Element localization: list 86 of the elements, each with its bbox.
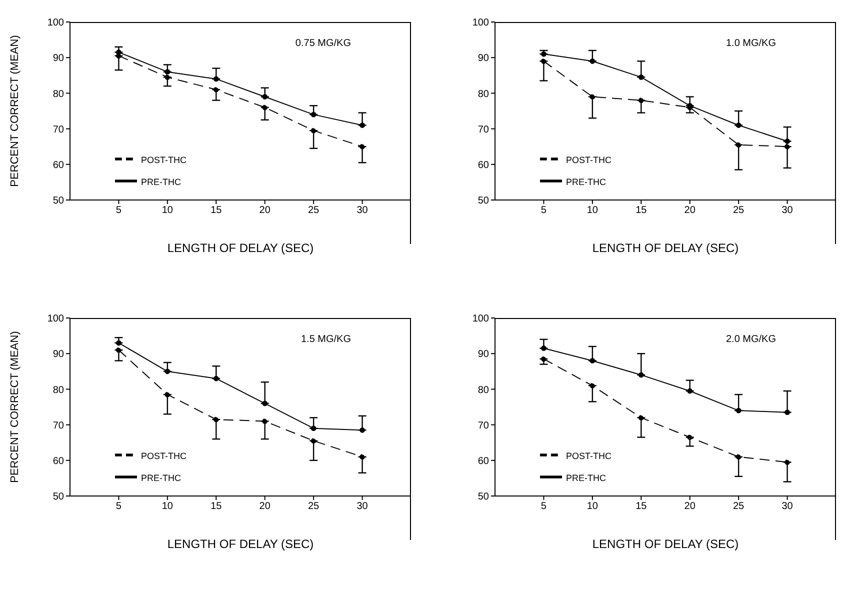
x-tick-label: 5 <box>116 205 122 216</box>
point <box>590 382 596 388</box>
y-tick-label: 60 <box>478 160 490 171</box>
y-tick-label: 60 <box>478 456 490 467</box>
point <box>638 98 644 104</box>
point <box>784 459 790 465</box>
x-tick-label: 5 <box>116 501 122 512</box>
x-tick-label: 10 <box>162 205 174 216</box>
x-tick-label: 25 <box>308 205 320 216</box>
point <box>736 454 742 460</box>
y-tick-label: 80 <box>52 88 64 100</box>
y-tick-label: 70 <box>52 124 64 136</box>
x-axis-title: LENGTH OF DELAY (SEC) <box>592 241 739 255</box>
legend-label: POST-THC <box>141 154 187 165</box>
point <box>360 454 365 460</box>
x-tick-label: 10 <box>586 501 598 512</box>
point <box>638 414 644 420</box>
y-tick-label: 100 <box>47 314 64 325</box>
legend-label: PRE-THC <box>566 472 606 483</box>
legend-label: POST-THC <box>566 450 612 461</box>
point <box>360 427 365 433</box>
x-tick-label: 20 <box>259 205 271 216</box>
legend-label: PRE-THC <box>566 176 606 187</box>
x-tick-label: 25 <box>733 205 745 216</box>
y-tick-label: 100 <box>47 18 64 29</box>
x-tick-label: 15 <box>636 205 648 216</box>
y-tick-label: 100 <box>472 314 490 325</box>
y-tick-label: 80 <box>478 88 490 100</box>
y-tick-label: 60 <box>52 160 64 171</box>
point <box>360 144 365 150</box>
point <box>310 438 316 444</box>
legend-label: POST-THC <box>566 154 612 165</box>
point <box>784 144 790 150</box>
x-axis-title: LENGTH OF DELAY (SEC) <box>592 537 739 551</box>
point <box>541 58 546 64</box>
y-axis-title: PERCENT CORRECT (MEAN) <box>8 35 21 187</box>
x-tick-label: 30 <box>356 501 368 512</box>
legend-label: POST-THC <box>141 450 187 461</box>
text: 1.0 MG/KG <box>726 38 776 49</box>
point <box>164 74 170 80</box>
y-tick-label: 70 <box>52 420 64 432</box>
x-tick-label: 15 <box>210 501 222 512</box>
y-axis-title: PERCENT CORRECT (MEAN) <box>8 331 21 483</box>
y-tick-label: 50 <box>478 196 490 207</box>
y-tick-label: 60 <box>52 456 64 467</box>
legend-label: PRE-THC <box>141 472 181 483</box>
y-tick-label: 50 <box>52 196 64 207</box>
x-tick-label: 10 <box>586 205 598 216</box>
y-tick-label: 90 <box>52 53 64 64</box>
x-tick-label: 5 <box>540 205 547 216</box>
x-tick-label: 25 <box>308 501 320 512</box>
point <box>164 69 170 75</box>
x-tick-label: 10 <box>162 501 174 512</box>
y-tick-label: 70 <box>478 420 490 432</box>
x-tick-label: 20 <box>259 501 271 512</box>
y-tick-label: 80 <box>52 384 64 396</box>
y-tick-label: 70 <box>478 124 490 136</box>
y-tick-label: 90 <box>478 349 490 360</box>
x-tick-label: 15 <box>210 205 222 216</box>
x-tick-label: 30 <box>356 205 368 216</box>
x-tick-label: 5 <box>540 501 547 512</box>
y-tick-label: 90 <box>478 53 490 64</box>
x-tick-label: 30 <box>782 501 794 512</box>
x-axis-title: LENGTH OF DELAY (SEC) <box>167 241 314 255</box>
point <box>213 86 219 92</box>
legend-label: PRE-THC <box>141 176 181 187</box>
point <box>638 74 644 80</box>
y-tick-label: 90 <box>52 349 64 360</box>
x-axis-title: LENGTH OF DELAY (SEC) <box>167 537 314 551</box>
text: 1.5 MG/KG <box>300 334 351 345</box>
x-tick-label: 30 <box>782 205 794 216</box>
x-tick-label: 15 <box>636 501 648 512</box>
point <box>164 368 170 374</box>
y-tick-label: 50 <box>478 492 490 503</box>
x-tick-label: 20 <box>684 501 696 512</box>
y-tick-label: 80 <box>478 384 490 396</box>
x-tick-label: 20 <box>684 205 696 216</box>
point <box>590 58 596 64</box>
point <box>736 142 742 148</box>
y-tick-label: 100 <box>472 18 490 29</box>
text: 0.75 MG/KG <box>295 38 351 49</box>
y-tick-label: 50 <box>52 492 64 503</box>
x-tick-label: 25 <box>733 501 745 512</box>
point <box>310 426 316 432</box>
text: 2.0 MG/KG <box>726 334 776 345</box>
point <box>784 410 790 416</box>
